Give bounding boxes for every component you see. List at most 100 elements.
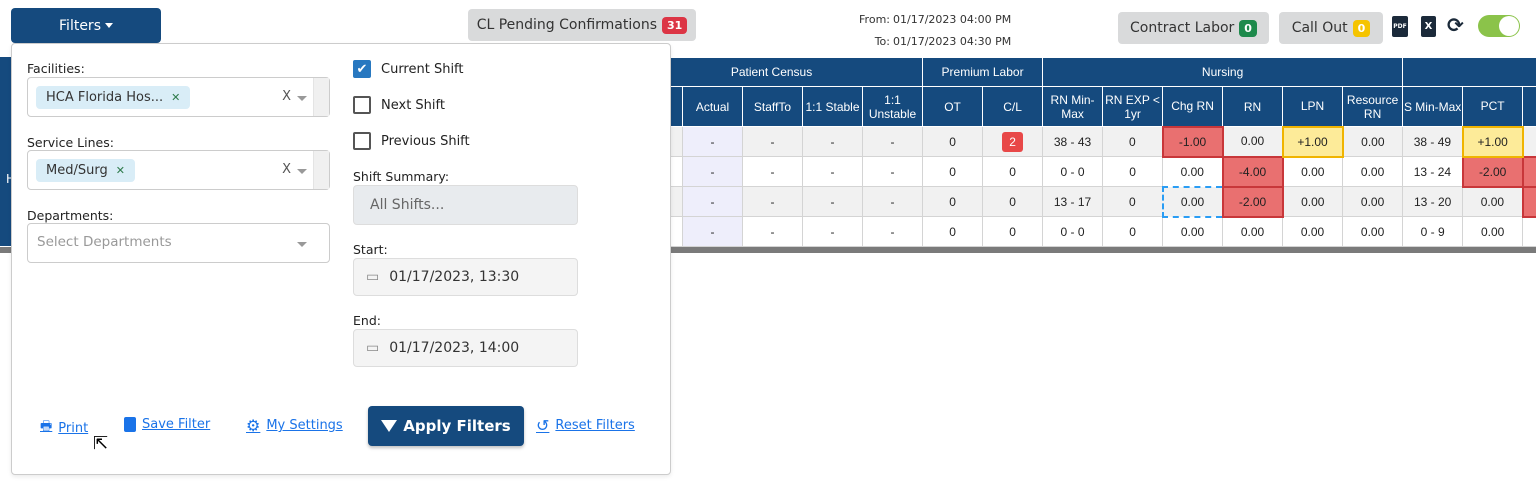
table-cell[interactable]: 0 - 0 bbox=[1042, 216, 1104, 247]
column-header[interactable]: Resource RN bbox=[1342, 86, 1404, 127]
table-cell[interactable]: - bbox=[802, 156, 863, 187]
table-cell[interactable]: - bbox=[682, 216, 743, 247]
table-cell[interactable] bbox=[1521, 155, 1536, 188]
table-cell[interactable] bbox=[670, 126, 683, 157]
contract-labor-button[interactable]: Contract Labor 0 bbox=[1118, 12, 1269, 44]
table-cell[interactable] bbox=[670, 186, 683, 217]
column-header[interactable]: LPN bbox=[1282, 86, 1344, 127]
departments-select[interactable]: Select Departments bbox=[27, 223, 330, 263]
table-cell[interactable]: 38 - 49 bbox=[1402, 126, 1464, 157]
table-cell[interactable] bbox=[1521, 185, 1536, 218]
table-cell[interactable] bbox=[670, 156, 683, 187]
cl-pending-confirmations-button[interactable]: CL Pending Confirmations 31 bbox=[468, 9, 696, 41]
filters-button[interactable]: Filters bbox=[11, 8, 161, 43]
reset-filters-link[interactable]: ↺ Reset Filters bbox=[536, 416, 635, 435]
column-header[interactable]: C/L bbox=[982, 86, 1044, 127]
table-cell[interactable]: - bbox=[802, 216, 863, 247]
chevron-down-icon[interactable] bbox=[297, 169, 307, 174]
table-cell[interactable]: +1.00 bbox=[1461, 125, 1524, 158]
table-cell[interactable]: 0.00 bbox=[1282, 156, 1344, 187]
column-header[interactable]: PCT bbox=[1462, 86, 1524, 127]
table-cell[interactable]: - bbox=[861, 186, 924, 217]
table-cell[interactable] bbox=[1522, 216, 1536, 247]
call-out-button[interactable]: Call Out 0 bbox=[1279, 12, 1383, 44]
table-cell[interactable]: 0 - 0 bbox=[1042, 156, 1104, 187]
refresh-icon[interactable]: ⟳ bbox=[1447, 13, 1464, 37]
clear-facilities-button[interactable]: X bbox=[282, 89, 291, 104]
table-cell[interactable]: - bbox=[742, 216, 803, 247]
apply-filters-button[interactable]: Apply Filters bbox=[368, 406, 524, 446]
column-header[interactable]: StaffTo bbox=[742, 86, 803, 127]
column-header[interactable]: Chg RN bbox=[1162, 86, 1224, 127]
table-cell[interactable]: - bbox=[682, 156, 743, 187]
table-cell[interactable]: 0.00 bbox=[1282, 186, 1344, 217]
table-cell[interactable]: 0 - 9 bbox=[1402, 216, 1464, 247]
table-cell[interactable]: 0 bbox=[982, 156, 1044, 187]
table-cell[interactable]: - bbox=[802, 186, 863, 217]
service-lines-scrollbar[interactable] bbox=[313, 151, 329, 189]
remove-tag-icon[interactable]: ✕ bbox=[115, 164, 125, 177]
save-filter-link[interactable]: Save Filter bbox=[124, 417, 210, 432]
table-cell[interactable]: 0.00 bbox=[1342, 126, 1404, 157]
table-cell[interactable]: 0.00 bbox=[1222, 126, 1284, 157]
contract-labor-badge[interactable]: 2 bbox=[1002, 131, 1023, 152]
remove-tag-icon[interactable]: ✕ bbox=[171, 91, 181, 104]
service-lines-select[interactable]: Med/Surg ✕ X bbox=[27, 150, 330, 190]
table-cell[interactable]: 13 - 20 bbox=[1402, 186, 1464, 217]
facilities-scrollbar[interactable] bbox=[313, 78, 329, 116]
table-cell[interactable]: 0.00 bbox=[1342, 186, 1404, 217]
table-cell[interactable]: 0 bbox=[1102, 156, 1164, 187]
shift-summary-field[interactable]: All Shifts... bbox=[353, 185, 578, 225]
table-cell[interactable]: - bbox=[742, 156, 803, 187]
pdf-export-icon[interactable]: PDF bbox=[1392, 16, 1408, 37]
table-cell[interactable]: - bbox=[742, 126, 803, 157]
table-cell[interactable]: 0 bbox=[922, 216, 984, 247]
clear-service-lines-button[interactable]: X bbox=[282, 162, 291, 177]
table-cell[interactable]: - bbox=[742, 186, 803, 217]
table-cell[interactable]: - bbox=[682, 126, 743, 157]
table-cell[interactable]: 0.00 bbox=[1342, 156, 1404, 187]
previous-shift-checkbox[interactable]: Previous Shift bbox=[353, 132, 470, 150]
table-cell[interactable]: - bbox=[861, 156, 924, 187]
table-cell[interactable] bbox=[1522, 126, 1536, 157]
table-cell[interactable] bbox=[670, 216, 683, 247]
table-cell[interactable]: 0 bbox=[1102, 126, 1164, 157]
table-cell[interactable]: +1.00 bbox=[1281, 125, 1344, 158]
column-header[interactable]: C bbox=[1522, 86, 1536, 127]
table-cell[interactable]: -2.00 bbox=[1221, 185, 1284, 218]
excel-export-icon[interactable]: X bbox=[1421, 16, 1436, 37]
table-cell[interactable]: - bbox=[682, 186, 743, 217]
column-header[interactable]: RN EXP < 1yr bbox=[1102, 86, 1164, 127]
table-cell[interactable]: 0 bbox=[922, 126, 984, 157]
table-cell[interactable]: -4.00 bbox=[1221, 155, 1284, 188]
next-shift-checkbox[interactable]: Next Shift bbox=[353, 96, 445, 114]
my-settings-link[interactable]: ⚙ My Settings bbox=[246, 416, 343, 435]
current-shift-checkbox[interactable]: ✔ Current Shift bbox=[353, 60, 464, 78]
table-cell[interactable]: - bbox=[861, 126, 924, 157]
table-cell[interactable]: 2 bbox=[982, 126, 1044, 157]
start-date-field[interactable]: ▭ 01/17/2023, 13:30 bbox=[353, 258, 578, 296]
column-header[interactable] bbox=[670, 86, 683, 127]
view-toggle[interactable] bbox=[1478, 15, 1520, 37]
table-cell[interactable]: 38 - 43 bbox=[1042, 126, 1104, 157]
column-header[interactable]: Actual bbox=[682, 86, 743, 127]
column-header[interactable]: S Min-Max bbox=[1402, 86, 1464, 127]
table-cell[interactable]: 0 bbox=[982, 186, 1044, 217]
table-cell[interactable]: 0.00 bbox=[1282, 216, 1344, 247]
table-cell[interactable]: 0.00 bbox=[1462, 216, 1524, 247]
table-cell[interactable]: - bbox=[861, 216, 924, 247]
column-header[interactable]: RN Min-Max bbox=[1042, 86, 1104, 127]
table-cell[interactable]: 0.00 bbox=[1462, 186, 1524, 217]
column-header[interactable]: 1:1 Unstable bbox=[861, 86, 924, 127]
table-cell[interactable]: -1.00 bbox=[1161, 125, 1224, 158]
column-header[interactable]: 1:1 Stable bbox=[802, 86, 863, 127]
horizontal-scrollbar[interactable] bbox=[0, 247, 1536, 253]
table-cell[interactable]: 13 - 17 bbox=[1042, 186, 1104, 217]
table-cell[interactable]: 13 - 24 bbox=[1402, 156, 1464, 187]
table-cell[interactable]: 0.00 bbox=[1342, 216, 1404, 247]
table-cell[interactable]: 0 bbox=[922, 156, 984, 187]
table-cell[interactable]: -2.00 bbox=[1461, 155, 1524, 188]
column-header[interactable]: RN bbox=[1222, 86, 1284, 127]
table-cell[interactable]: 0 bbox=[922, 186, 984, 217]
end-date-field[interactable]: ▭ 01/17/2023, 14:00 bbox=[353, 329, 578, 367]
